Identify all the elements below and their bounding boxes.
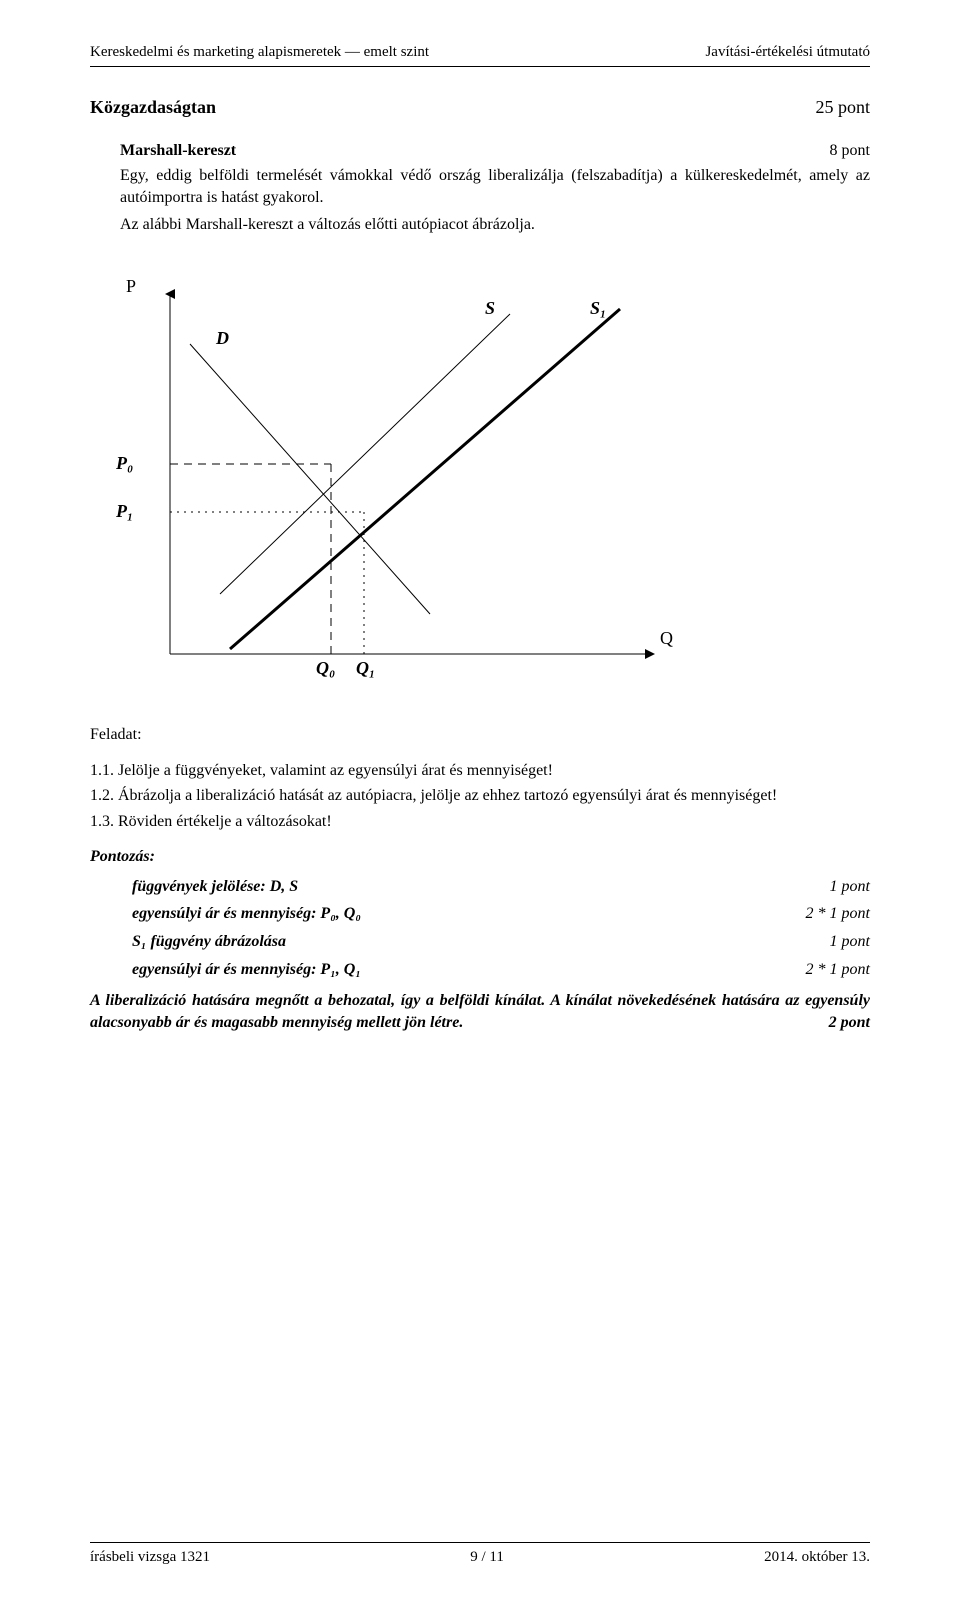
conclusion-text: A liberalizáció hatására megnőtt a behoz… bbox=[90, 992, 870, 1031]
task-title: Marshall-kereszt bbox=[120, 142, 236, 159]
feladat-label: Feladat: bbox=[90, 724, 870, 746]
scoring-header: Pontozás: bbox=[90, 846, 870, 868]
score-row: egyensúlyi ár és mennyiség: P₁, Q₁ 2 * 1… bbox=[132, 959, 870, 981]
curve-s bbox=[220, 314, 510, 594]
task-paragraph-2: Az alábbi Marshall-kereszt a változás el… bbox=[120, 214, 870, 236]
footer-right: 2014. október 13. bbox=[764, 1547, 870, 1567]
footer-rule bbox=[90, 1542, 870, 1543]
score-points: 1 pont bbox=[830, 876, 870, 898]
score-row: egyensúlyi ár és mennyiség: P₀, Q₀ 2 * 1… bbox=[132, 903, 870, 925]
score-row: függvények jelölése: D, S 1 pont bbox=[132, 876, 870, 898]
label-q1: Q₁ bbox=[356, 658, 375, 678]
label-p0: P₀ bbox=[115, 453, 133, 473]
score-points: 2 * 1 pont bbox=[806, 903, 870, 925]
label-p-axis: P bbox=[126, 276, 136, 296]
header-left: Kereskedelmi és marketing alapismeretek … bbox=[90, 42, 429, 62]
header-right: Javítási-értékelési útmutató bbox=[705, 42, 870, 62]
label-q-axis: Q bbox=[660, 628, 673, 648]
score-label: egyensúlyi ár és mennyiség: P₀, Q₀ bbox=[132, 903, 361, 925]
score-points: 1 pont bbox=[830, 931, 870, 953]
score-label: függvények jelölése: D, S bbox=[132, 876, 298, 898]
header-rule bbox=[90, 66, 870, 67]
scoring-conclusion: A liberalizáció hatására megnőtt a behoz… bbox=[90, 990, 870, 1033]
score-label: S₁ függvény ábrázolása bbox=[132, 931, 286, 953]
question-1-3: 1.3. Röviden értékelje a változásokat! bbox=[90, 811, 870, 833]
score-points: 2 * 1 pont bbox=[806, 959, 870, 981]
curve-d bbox=[190, 344, 430, 614]
question-1-1: 1.1. Jelölje a függvényeket, valamint az… bbox=[90, 760, 870, 782]
task-points: 8 pont bbox=[830, 140, 870, 162]
curve-s1 bbox=[230, 309, 620, 649]
footer-center: 9 / 11 bbox=[470, 1547, 504, 1567]
score-label: egyensúlyi ár és mennyiség: P₁, Q₁ bbox=[132, 959, 361, 981]
section-points: 25 pont bbox=[815, 95, 870, 119]
marshall-cross-diagram: P D S S₁ P₀ P₁ Q₀ Q₁ Q bbox=[80, 254, 740, 694]
question-1-2: 1.2. Ábrázolja a liberalizáció hatását a… bbox=[90, 785, 870, 807]
footer-left: írásbeli vizsga 1321 bbox=[90, 1547, 210, 1567]
task-paragraph-1: Egy, eddig belföldi termelését vámokkal … bbox=[120, 165, 870, 208]
label-s: S bbox=[485, 298, 495, 318]
score-row: S₁ függvény ábrázolása 1 pont bbox=[132, 931, 870, 953]
section-title: Közgazdaságtan bbox=[90, 95, 216, 119]
label-p1: P₁ bbox=[115, 501, 133, 521]
label-s1: S₁ bbox=[590, 298, 606, 318]
label-d: D bbox=[215, 328, 229, 348]
conclusion-points: 2 pont bbox=[829, 1012, 870, 1034]
label-q0: Q₀ bbox=[316, 658, 335, 678]
